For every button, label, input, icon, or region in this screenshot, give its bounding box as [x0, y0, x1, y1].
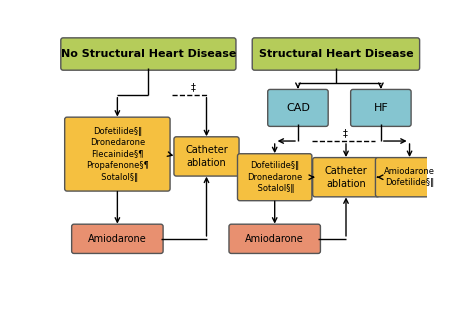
Text: Dofetilide§‖
Dronedarone
 Sotalol§‖: Dofetilide§‖ Dronedarone Sotalol§‖	[247, 161, 302, 193]
FancyBboxPatch shape	[64, 117, 170, 191]
FancyBboxPatch shape	[313, 158, 379, 197]
Text: No Structural Heart Disease: No Structural Heart Disease	[61, 49, 236, 59]
Text: HF: HF	[374, 103, 388, 113]
FancyBboxPatch shape	[351, 89, 411, 126]
FancyBboxPatch shape	[268, 89, 328, 126]
Text: Structural Heart Disease: Structural Heart Disease	[259, 49, 413, 59]
FancyBboxPatch shape	[174, 137, 239, 176]
FancyBboxPatch shape	[375, 158, 444, 197]
Text: Amiodarone
Dofetilide§‖: Amiodarone Dofetilide§‖	[384, 167, 435, 188]
Text: Catheter
ablation: Catheter ablation	[325, 166, 367, 188]
Text: Amiodarone: Amiodarone	[246, 234, 304, 244]
Text: ‡: ‡	[343, 128, 347, 138]
FancyBboxPatch shape	[61, 38, 236, 70]
Text: CAD: CAD	[286, 103, 310, 113]
FancyBboxPatch shape	[72, 224, 163, 253]
Text: ‡: ‡	[191, 82, 195, 92]
FancyBboxPatch shape	[252, 38, 419, 70]
Text: Amiodarone: Amiodarone	[88, 234, 147, 244]
Text: Catheter
ablation: Catheter ablation	[185, 145, 228, 168]
Text: Dofetilide§‖
Dronedarone
Flecainide§¶
Propafenone§¶
  Sotalol§‖: Dofetilide§‖ Dronedarone Flecainide§¶ Pr…	[86, 127, 149, 181]
FancyBboxPatch shape	[229, 224, 320, 253]
FancyBboxPatch shape	[237, 154, 312, 201]
